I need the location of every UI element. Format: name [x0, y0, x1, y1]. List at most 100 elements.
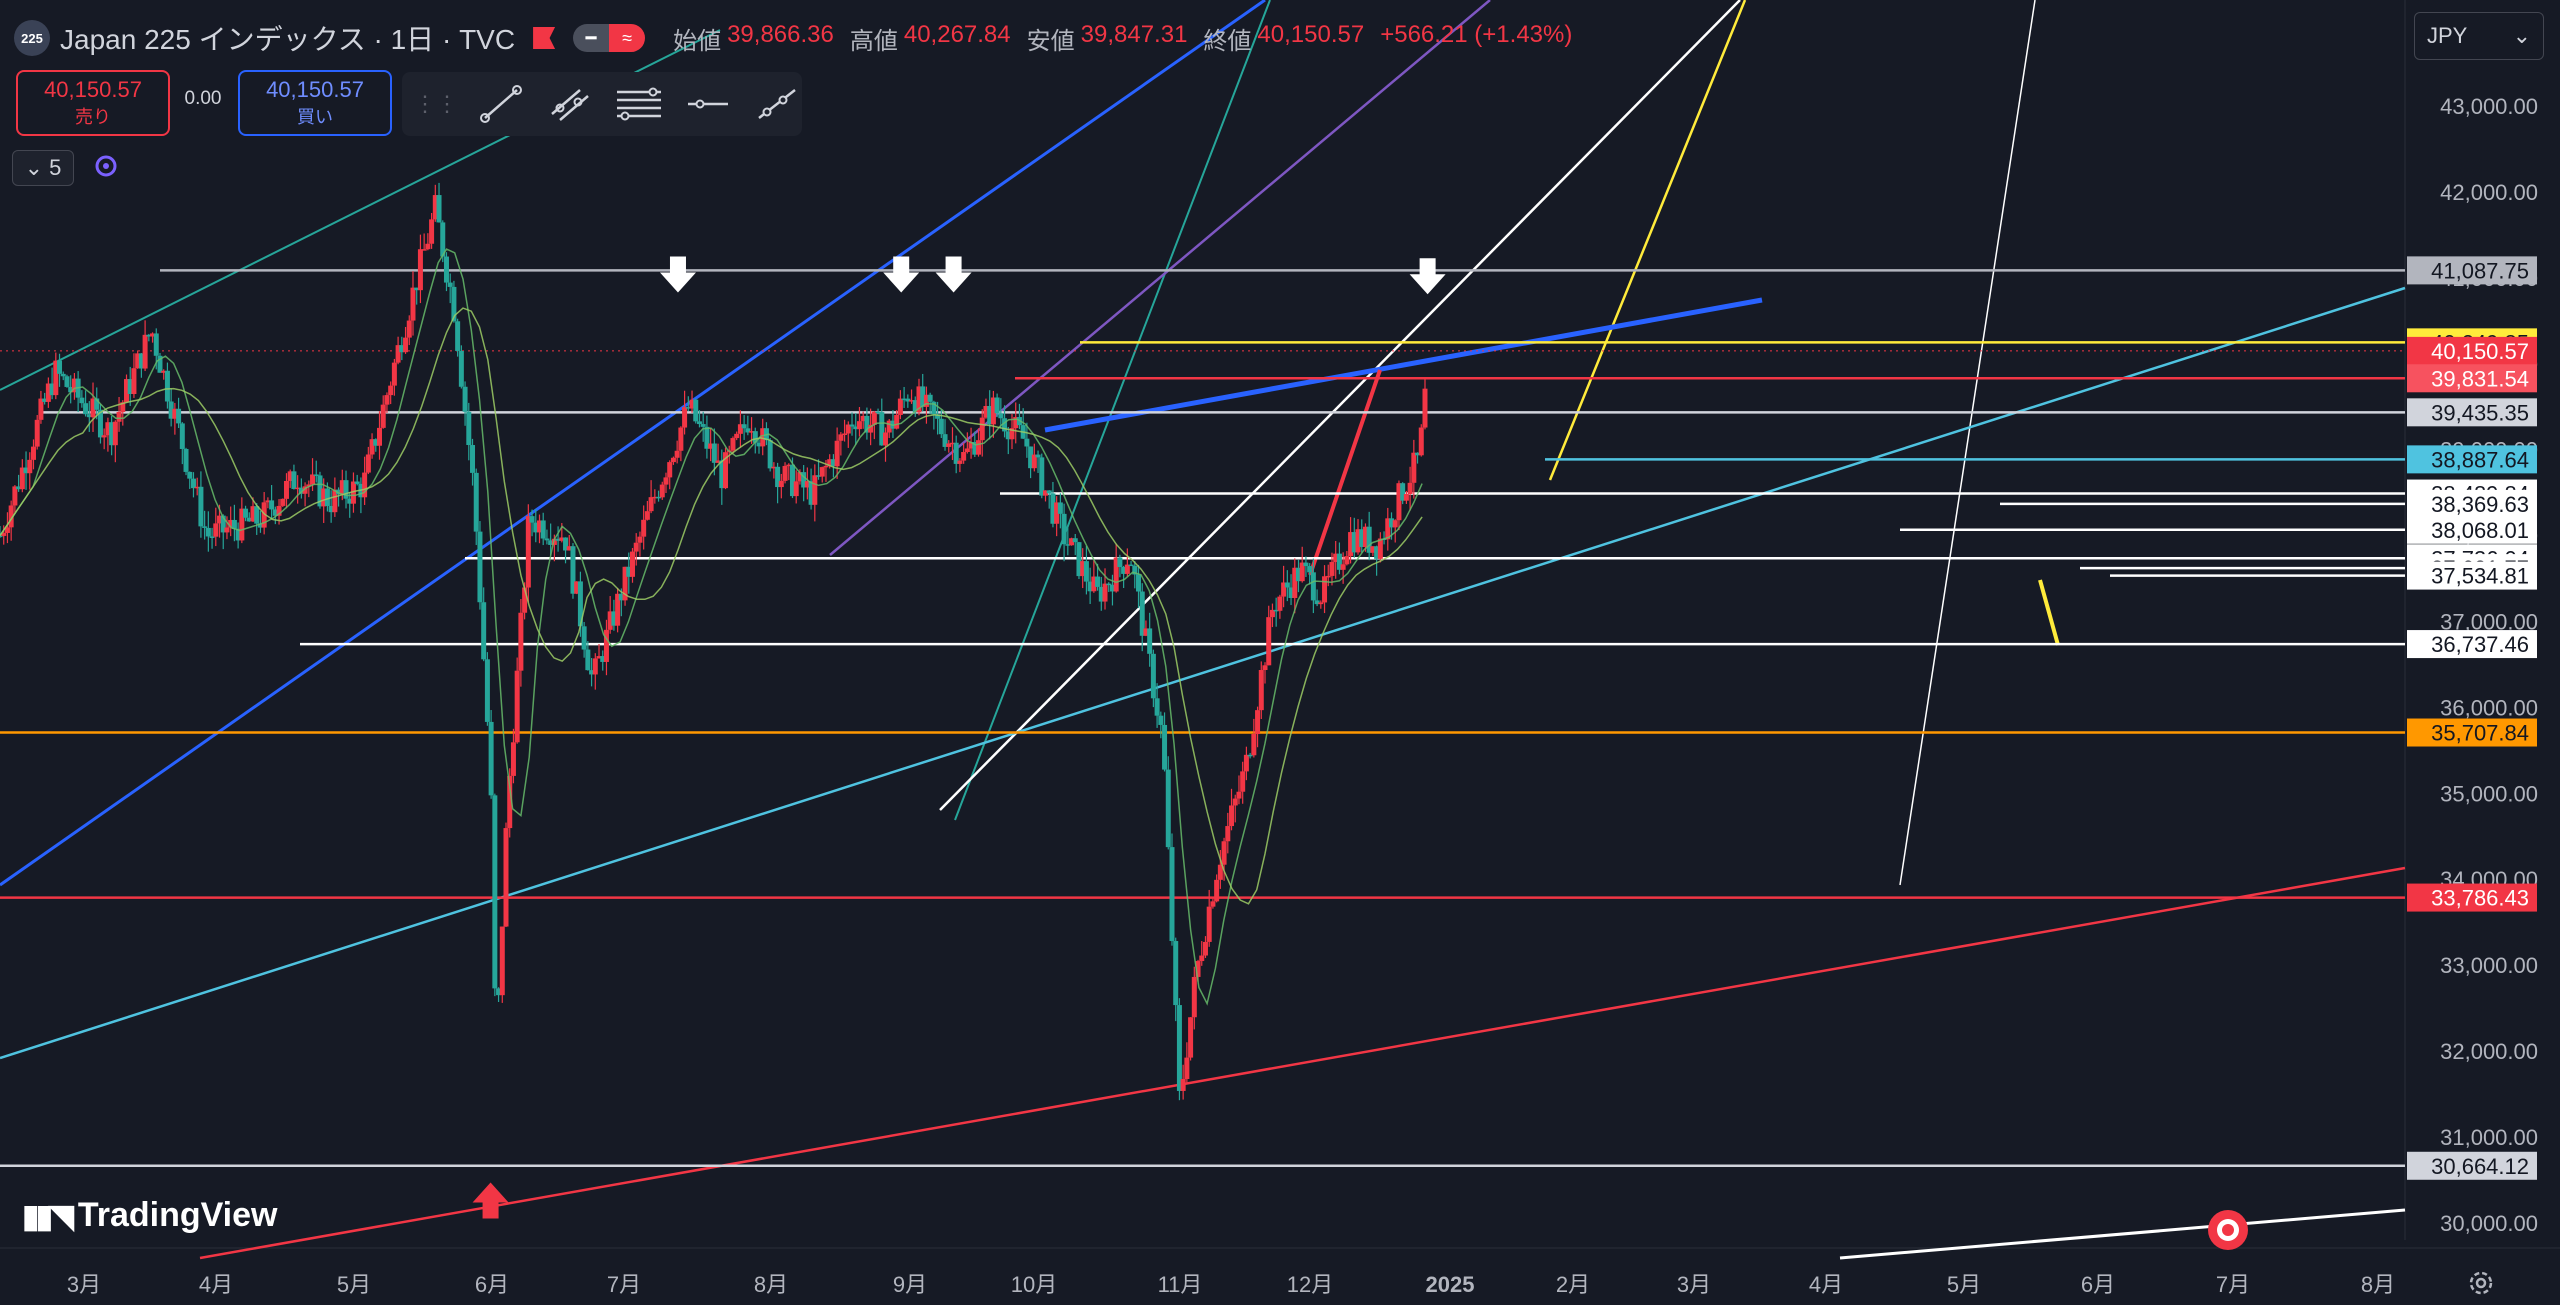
candle-body: [432, 195, 438, 220]
ray-tool[interactable]: [751, 79, 802, 129]
candle-body: [168, 401, 174, 419]
settings-icon[interactable]: [2466, 1268, 2496, 1298]
sell-button[interactable]: 40,150.57 売り: [16, 70, 170, 136]
open-label: 始値: [673, 27, 722, 55]
candle-body: [176, 408, 182, 424]
candle-body: [328, 505, 334, 513]
candle-body: [1247, 754, 1253, 757]
candle-body: [536, 520, 542, 533]
horizontal-line-tool[interactable]: [682, 79, 733, 129]
candle-body: [897, 398, 903, 415]
market-status-pill[interactable]: ━ ≈: [573, 24, 646, 52]
price-label-badge: [2407, 515, 2537, 544]
time-tick-label: 9月: [893, 1272, 927, 1297]
candle-body: [652, 496, 658, 499]
candle-body: [964, 448, 970, 453]
candle-body: [949, 442, 955, 445]
candle-body: [164, 370, 170, 402]
candle-body: [719, 460, 725, 489]
candle-body: [778, 480, 784, 488]
moving-average-slow: [0, 307, 1423, 905]
trend-line-tool[interactable]: [476, 79, 527, 129]
candle-body: [723, 452, 729, 489]
candle-body: [496, 988, 502, 996]
candle-body: [633, 542, 639, 552]
symbol-title[interactable]: Japan 225 インデックス · 1日 · TVC: [60, 24, 516, 55]
candle-body: [466, 411, 472, 446]
candle-body: [1344, 556, 1350, 565]
candle-body: [60, 373, 66, 377]
trend-line-bottom: [1839, 1208, 2406, 1260]
candle-body: [563, 537, 569, 551]
buy-button[interactable]: 40,150.57 買い: [238, 70, 392, 136]
candle-body: [555, 538, 561, 541]
sync-icon[interactable]: [92, 152, 120, 180]
candle-body: [1195, 961, 1201, 977]
candle-body: [1169, 847, 1175, 942]
symbol-logo[interactable]: 225: [14, 20, 50, 56]
candle-body: [146, 334, 152, 337]
candle-body: [953, 442, 959, 464]
candle-body: [1299, 562, 1305, 582]
candle-body: [131, 368, 137, 394]
indicators-toggle[interactable]: ⌄ 5: [12, 150, 74, 186]
candle-body: [1147, 628, 1153, 654]
currency-selector[interactable]: JPY ⌄: [2414, 12, 2544, 60]
candle-body: [704, 426, 710, 449]
candle-body: [1106, 583, 1112, 586]
candle-body: [756, 442, 762, 447]
candle-body: [533, 522, 539, 533]
price-label-text: 37,534.81: [2431, 564, 2529, 589]
trend-line-cyan: [0, 286, 2406, 1060]
flag-icon[interactable]: [533, 27, 556, 49]
candle-body: [1240, 771, 1246, 792]
candle-body: [745, 428, 751, 433]
candle-body: [406, 320, 412, 338]
candle-body: [1113, 557, 1119, 592]
candle-body: [451, 286, 457, 322]
candle-body: [246, 517, 252, 522]
chart-header: 225 Japan 225 インデックス · 1日 · TVC ━ ≈ 始値 39…: [14, 18, 1582, 58]
fib-retracement-tool[interactable]: [614, 79, 665, 129]
candle-body: [1362, 526, 1368, 547]
price-tick-label: 31,000.00: [2440, 1125, 2538, 1150]
arrow-down-icon: [659, 256, 696, 293]
candle-body: [916, 386, 922, 413]
candle-body: [734, 433, 740, 439]
candle-body: [1102, 583, 1108, 602]
price-label-badge: [2407, 445, 2537, 474]
candle-body: [1389, 518, 1395, 528]
candle-body: [57, 360, 63, 374]
candle-body: [1396, 483, 1402, 521]
candle-body: [1348, 532, 1354, 557]
candle-body: [1310, 572, 1316, 601]
candle-body: [1322, 576, 1328, 603]
candle-body: [1318, 602, 1324, 605]
candle-body: [313, 474, 319, 476]
candle-body: [90, 398, 96, 418]
price-label-text: 30,664.12: [2431, 1154, 2529, 1179]
tradingview-mark-icon: ▮▮◥: [22, 1197, 74, 1234]
channel-tool[interactable]: [545, 79, 596, 129]
candle-body: [343, 480, 349, 499]
time-tick-label: 7月: [2216, 1272, 2250, 1297]
candle-body: [384, 395, 390, 405]
drag-handle-icon[interactable]: ⋮⋮: [414, 91, 458, 116]
candle-body: [1042, 490, 1048, 496]
time-tick-label: 4月: [199, 1272, 233, 1297]
candle-body: [157, 355, 163, 373]
candle-body: [641, 519, 647, 537]
candle-body: [373, 439, 379, 446]
candle-body: [1333, 553, 1339, 563]
candle-body: [566, 546, 572, 551]
candle-body: [295, 487, 301, 490]
tradingview-logo: ▮▮◥ TradingView: [22, 1196, 277, 1235]
candle-body: [1046, 490, 1052, 494]
candle-body: [856, 421, 862, 430]
candle-body: [909, 400, 915, 402]
candle-body: [1087, 581, 1093, 592]
candle-body: [1098, 586, 1104, 602]
candle-body: [1139, 591, 1145, 636]
candle-body: [120, 402, 126, 412]
